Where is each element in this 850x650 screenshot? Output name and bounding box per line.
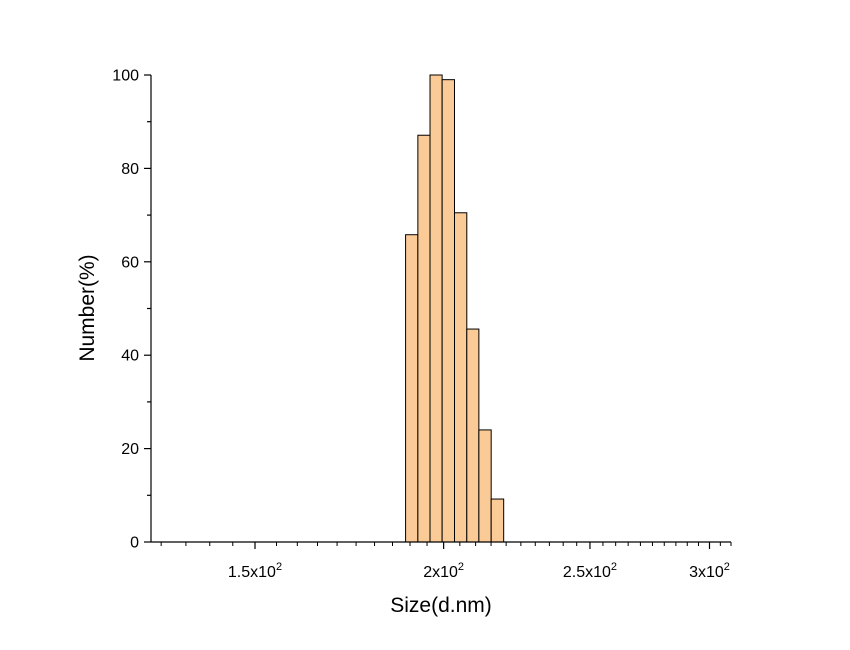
- y-tick-label: 60: [121, 254, 139, 271]
- x-tick-label: 2.5x102: [563, 561, 617, 581]
- y-axis-ticks: 0 20 40 60 80 100: [112, 68, 151, 552]
- x-tick-exponent: 2: [276, 561, 282, 573]
- x-tick-label: 3x102: [689, 561, 730, 581]
- x-tick-exponent: 2: [458, 561, 464, 573]
- bar: [417, 134, 431, 543]
- bar: [405, 234, 419, 543]
- y-tick-label: 80: [121, 161, 139, 178]
- y-tick-label: 20: [121, 441, 139, 458]
- bar: [478, 429, 492, 543]
- y-tick-label: 0: [130, 535, 139, 552]
- bar: [429, 74, 443, 543]
- bars-group: [405, 74, 505, 543]
- bar: [490, 498, 505, 543]
- y-tick-label: 100: [112, 68, 139, 85]
- bar: [454, 212, 468, 543]
- x-tick-label: 2x102: [423, 561, 464, 581]
- x-tick-exponent: 2: [611, 561, 617, 573]
- x-axis-title: Size(d.nm): [390, 594, 492, 617]
- bar: [466, 328, 480, 543]
- x-tick-exponent: 2: [724, 561, 730, 573]
- y-axis-title: Number(%): [76, 254, 99, 361]
- x-axis-ticks: 1.5x102 2x102 2.5x102 3x102: [160, 542, 732, 581]
- y-tick-label: 40: [121, 348, 139, 365]
- bar: [441, 79, 456, 543]
- x-tick-label: 1.5x102: [228, 561, 282, 581]
